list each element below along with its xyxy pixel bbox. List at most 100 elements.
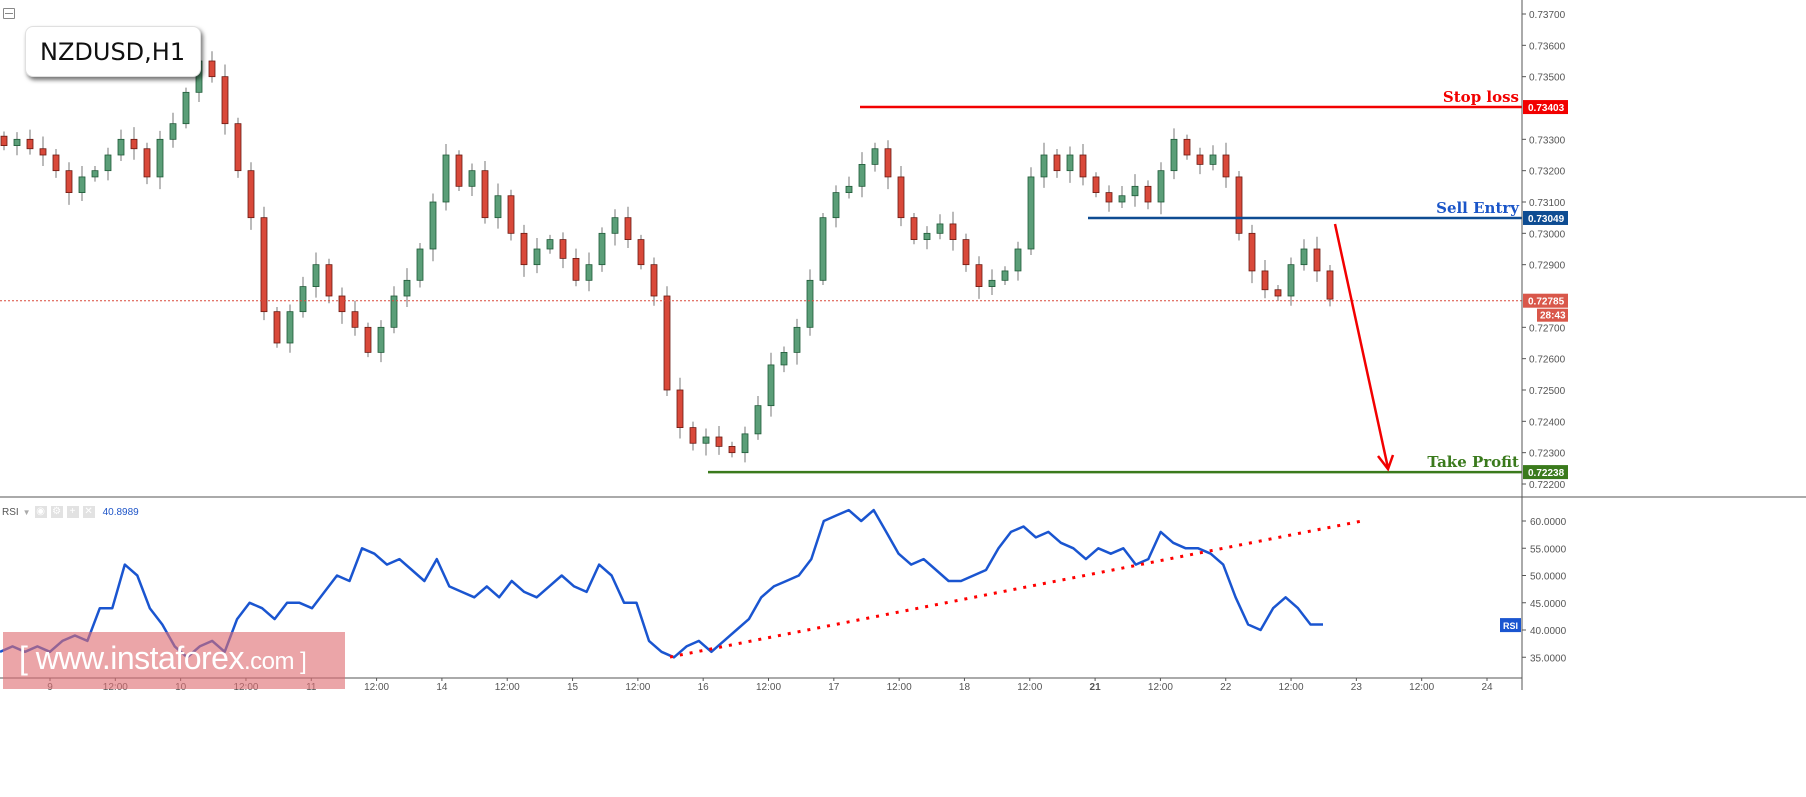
candle [130,127,138,160]
watermark: [ www.instaforex.com ] [3,632,345,689]
candle [1144,180,1152,210]
candle [286,304,294,353]
rsi-tick: 55.0000 [1530,544,1567,555]
candle [1131,174,1139,207]
candle [793,318,801,365]
candle [910,212,918,245]
candle [1300,239,1308,271]
candle [754,395,762,440]
candle [117,129,125,161]
candle [338,287,346,324]
rsi-value: 40.8989 [102,506,139,518]
candle [325,258,333,304]
rsi-trendline [669,519,1363,659]
candle [936,214,944,240]
time-tick: 22 [1220,682,1232,693]
candle [26,129,34,155]
candle [1053,149,1061,178]
time-tick: 12:00 [364,682,389,693]
candle [559,232,567,269]
candle [299,276,307,318]
candle [377,320,385,363]
rsi-legend: RSI ▼ ◉ ⚙ + ✕ 40.8989 [2,506,139,518]
candle [260,206,268,321]
candle [572,248,580,287]
chevron-down-icon[interactable]: ▼ [22,507,31,517]
candle [988,269,996,296]
candle [156,130,164,190]
time-tick: 24 [1481,682,1493,693]
time-tick: 12:00 [1279,682,1304,693]
rsi-tick: 40.0000 [1530,626,1567,637]
candle [598,227,606,272]
candle [182,87,190,129]
rsi-legend-label: RSI [2,506,19,518]
candle [104,147,112,181]
current-price-tag [1523,293,1568,308]
arrow-head-icon [1377,454,1395,472]
candle [1066,146,1074,183]
candle [416,243,424,288]
candle [1222,142,1230,188]
eye-icon[interactable]: ◉ [34,506,47,518]
price-axis[interactable]: 0.73700 0.73600 0.73500 0.73300 0.73200 0.731… [1521,0,1568,690]
rsi-badge [1500,618,1521,633]
candle [1313,236,1321,282]
watermark-suffix: .com ] [243,648,307,675]
sell-entry-price-tag [1523,210,1568,225]
candle [468,163,476,197]
candle [871,142,879,172]
candle [390,286,398,334]
svg-text:0.73403: 0.73403 [1528,103,1565,114]
sell-entry-label: Sell Entry [1436,199,1520,217]
gear-icon[interactable]: ⚙ [50,506,63,518]
candle [442,144,450,211]
candle [611,209,619,246]
candle [1274,285,1282,301]
time-tick: 23 [1351,682,1363,693]
candle [1261,259,1269,299]
collapse-pane-button[interactable] [3,8,15,19]
candle [806,269,814,336]
candle [637,234,645,270]
candle [364,322,372,358]
candle [624,206,632,249]
price-tick: 0.73500 [1529,73,1566,84]
candle [13,132,21,156]
candle [663,286,671,396]
price-tick: 0.73100 [1529,198,1566,209]
price-candles [0,51,1334,463]
candle [1170,128,1178,180]
svg-text:0.72238: 0.72238 [1528,468,1565,479]
time-tick: 12:00 [1148,682,1173,693]
candle [858,152,866,198]
svg-text:0.73049: 0.73049 [1528,214,1565,225]
candle [689,421,697,451]
time-tick: 14 [436,682,448,693]
candle [1287,257,1295,306]
plus-icon[interactable]: + [66,506,79,518]
price-tick: 0.73600 [1529,41,1566,52]
target-arrow [1333,223,1390,469]
candle [234,117,242,178]
candle [585,252,593,292]
rsi-tick: 35.0000 [1530,653,1567,664]
candle [507,189,515,241]
candle [1014,241,1022,281]
symbol-text: NZDUSD,H1 [40,38,186,66]
candle [767,352,775,417]
countdown-tag [1537,308,1568,322]
candle [1157,162,1165,215]
price-tick: 0.72600 [1529,355,1566,366]
candle [208,51,216,83]
time-tick: 17 [828,682,840,693]
candle [819,212,827,286]
time-tick: 12:00 [1017,682,1042,693]
candle [1001,266,1009,286]
close-icon[interactable]: ✕ [82,506,95,518]
stop-loss-label: Stop loss [1443,88,1519,106]
candle [52,149,60,178]
candle [273,306,281,348]
rsi-axis[interactable]: 60.0000 55.0000 50.0000 45.0000 40.0000 35.00… [1500,517,1567,664]
